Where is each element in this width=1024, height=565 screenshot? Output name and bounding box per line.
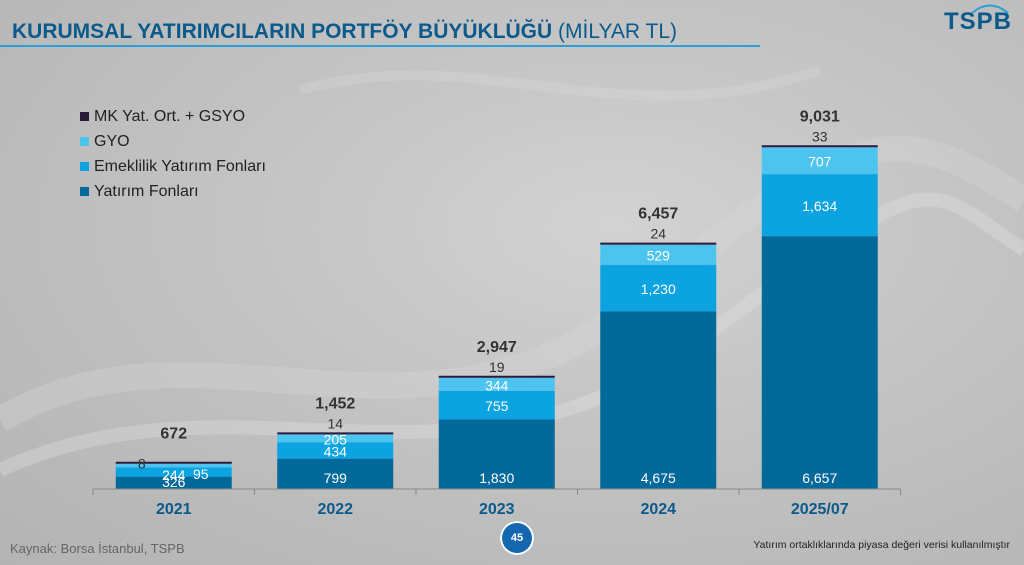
bar-segment bbox=[277, 458, 394, 489]
page-title: KURUMSAL YATIRIMCILARIN PORTFÖY BÜYÜKLÜĞ… bbox=[12, 20, 677, 44]
data-label: 755 bbox=[485, 398, 509, 414]
bar-segment bbox=[600, 242, 717, 245]
legend-label: GYO bbox=[94, 132, 130, 150]
bar-segment bbox=[277, 442, 394, 459]
data-label: 24 bbox=[650, 226, 666, 242]
data-label: 1,634 bbox=[802, 198, 837, 214]
total-label: 672 bbox=[160, 426, 187, 443]
x-tick-label: 2021 bbox=[156, 501, 192, 518]
data-label: 529 bbox=[647, 248, 671, 264]
data-label: 434 bbox=[324, 443, 348, 459]
chart-legend: MK Yat. Ort. + GSYO GYO Emeklilik Yatırım … bbox=[80, 104, 266, 204]
title-underline bbox=[0, 45, 760, 47]
legend-item: GYO bbox=[80, 129, 266, 154]
legend-item: MK Yat. Ort. + GSYO bbox=[80, 104, 266, 129]
bar-segment bbox=[438, 390, 555, 420]
data-label: 799 bbox=[324, 470, 348, 486]
data-label: 1,830 bbox=[479, 470, 514, 486]
bar-segment bbox=[115, 467, 232, 477]
legend-label: Yatırım Fonları bbox=[94, 182, 199, 200]
bar-segment bbox=[277, 432, 394, 435]
legend-label: MK Yat. Ort. + GSYO bbox=[94, 107, 246, 125]
total-label: 2,947 bbox=[477, 339, 517, 356]
x-tick-label: 2022 bbox=[317, 501, 353, 518]
footnote: Yatırım ortaklıklarında piyasa değeri ve… bbox=[753, 539, 1010, 551]
legend-swatch bbox=[80, 162, 89, 171]
bar-segment bbox=[438, 375, 555, 378]
bar-segment bbox=[438, 377, 555, 391]
legend-swatch bbox=[80, 112, 89, 121]
bar-segment bbox=[600, 311, 717, 489]
data-label: 14 bbox=[327, 415, 343, 431]
total-label: 6,457 bbox=[638, 206, 678, 223]
bar-segment bbox=[115, 463, 232, 468]
bar-segment bbox=[600, 264, 717, 312]
legend-item: Emeklilik Yatırım Fonları bbox=[80, 154, 266, 179]
x-tick-label: 2025/07 bbox=[791, 501, 849, 518]
data-label: 1,230 bbox=[641, 281, 676, 297]
data-label: 33 bbox=[812, 128, 828, 144]
total-label: 1,452 bbox=[315, 395, 355, 412]
data-label: 205 bbox=[324, 431, 348, 447]
bar-segment bbox=[761, 147, 878, 175]
data-label: 6,657 bbox=[802, 470, 837, 486]
x-tick-label: 2024 bbox=[640, 501, 676, 518]
bar-segment bbox=[761, 236, 878, 489]
bar-segment bbox=[761, 145, 878, 148]
title-text: KURUMSAL YATIRIMCILARIN PORTFÖY BÜYÜKLÜĞ… bbox=[12, 20, 553, 43]
bar-segment bbox=[438, 419, 555, 489]
legend-item: Yatırım Fonları bbox=[80, 179, 266, 204]
bar-segment bbox=[761, 174, 878, 237]
data-label: 4,675 bbox=[641, 470, 676, 486]
title-unit: (MİLYAR TL) bbox=[558, 20, 678, 43]
bar-segment bbox=[277, 434, 394, 443]
bar-segment bbox=[115, 476, 232, 489]
data-label: 19 bbox=[489, 359, 505, 375]
data-label: 244 bbox=[162, 467, 186, 483]
source-note: Kaynak: Borsa İstanbul, TSPB bbox=[10, 541, 185, 556]
page-number-badge: 45 bbox=[500, 521, 534, 555]
logo-arc-icon bbox=[971, 4, 1009, 14]
legend-swatch bbox=[80, 137, 89, 146]
x-tick-label: 2023 bbox=[479, 501, 515, 518]
total-label: 9,031 bbox=[800, 108, 840, 125]
data-label: 326 bbox=[162, 474, 186, 490]
data-label: 344 bbox=[485, 377, 509, 393]
data-label: 8 bbox=[138, 456, 146, 472]
tspb-logo: TSPB bbox=[943, 8, 1012, 35]
legend-label: Emeklilik Yatırım Fonları bbox=[94, 157, 266, 175]
legend-swatch bbox=[80, 187, 89, 196]
bar-segment bbox=[600, 244, 717, 265]
data-label: 707 bbox=[808, 154, 832, 170]
bar-segment bbox=[115, 461, 232, 464]
data-label: 95 bbox=[193, 466, 209, 482]
